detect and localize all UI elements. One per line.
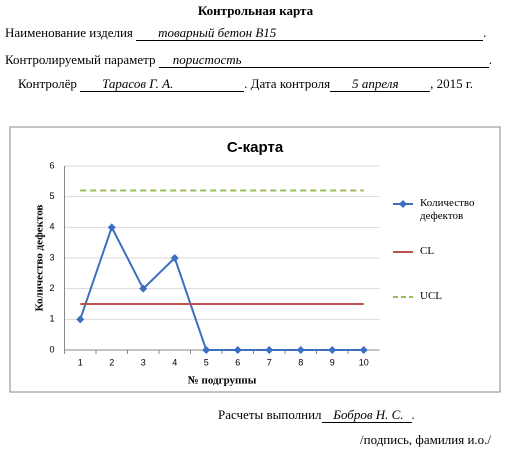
x-tick-label: 6 bbox=[235, 357, 240, 367]
data-point bbox=[265, 346, 274, 354]
field: Бобров Н. С. bbox=[321, 407, 412, 423]
year: , 2015 г. bbox=[430, 76, 473, 91]
data-point bbox=[233, 346, 242, 354]
y-tick-label: 2 bbox=[49, 283, 54, 293]
inspector-row: Контролёр Тарасов Г. А.. Дата контроля 5 … bbox=[18, 76, 473, 92]
data-point bbox=[139, 284, 148, 293]
y-axis-title: Количество дефектов bbox=[34, 205, 46, 312]
label: Дата контроля bbox=[250, 76, 331, 91]
x-tick-label: 3 bbox=[141, 357, 146, 367]
parameter-row: Контролируемый параметр пористость. bbox=[5, 52, 493, 68]
data-point bbox=[107, 223, 116, 232]
field: Тарасов Г. А. bbox=[80, 76, 245, 92]
data-point bbox=[202, 346, 211, 354]
data-point bbox=[170, 254, 179, 262]
chart-title: С-карта bbox=[227, 139, 284, 156]
x-tick-label: 9 bbox=[330, 357, 335, 367]
series-line bbox=[79, 224, 364, 351]
data-point bbox=[359, 346, 368, 354]
field: пористость bbox=[158, 52, 489, 68]
data-point bbox=[296, 346, 305, 354]
y-tick-label: 5 bbox=[49, 191, 54, 201]
y-tick-label: 3 bbox=[49, 252, 54, 262]
x-tick-label: 4 bbox=[172, 357, 177, 367]
x-tick-label: 2 bbox=[109, 357, 114, 367]
x-tick-label: 7 bbox=[267, 357, 272, 367]
x-tick-label: 5 bbox=[204, 357, 209, 367]
x-axis-title: № подгруппы bbox=[188, 375, 257, 387]
product-row: Наименование изделия товарный бетон В15. bbox=[5, 25, 487, 41]
field: 5 апреля bbox=[330, 76, 431, 92]
legend-label: CL bbox=[420, 245, 435, 257]
chart-frame bbox=[9, 126, 501, 393]
field: товарный бетон В15 bbox=[136, 25, 484, 41]
label: Контролёр bbox=[18, 76, 77, 91]
label: Контролируемый параметр bbox=[5, 52, 156, 67]
label: Расчеты выполнил bbox=[218, 407, 322, 422]
y-tick-label: 4 bbox=[49, 222, 54, 232]
label: Наименование изделия bbox=[5, 25, 133, 40]
x-tick-label: 10 bbox=[359, 357, 369, 367]
x-tick-label: 1 bbox=[78, 357, 83, 367]
y-tick-label: 6 bbox=[49, 160, 54, 170]
y-tick-label: 0 bbox=[49, 344, 54, 354]
signature-note: /подпись, фамилия и.о./ bbox=[360, 432, 492, 447]
y-tick-label: 1 bbox=[49, 314, 54, 324]
x-tick-label: 8 bbox=[298, 357, 303, 367]
legend-marker bbox=[399, 200, 407, 208]
data-point bbox=[328, 346, 337, 354]
legend-label: Количество дефектов bbox=[420, 197, 475, 222]
done-row: Расчеты выполнил Бобров Н. С.. bbox=[218, 407, 415, 423]
data-point bbox=[76, 315, 85, 324]
legend-label: UCL bbox=[420, 290, 442, 302]
doc-title: Контрольная карта bbox=[197, 3, 314, 18]
